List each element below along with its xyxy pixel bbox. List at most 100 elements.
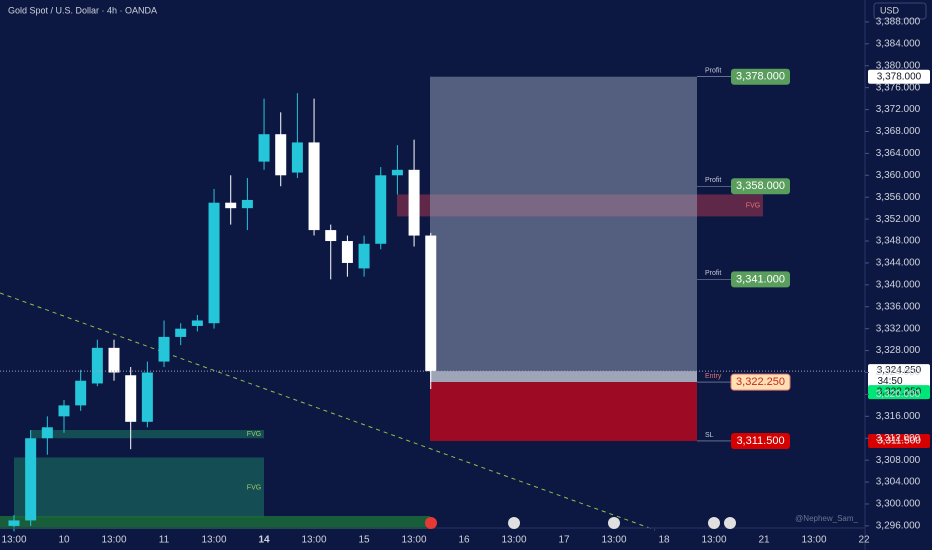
icon [724, 517, 736, 529]
x-tick-label: 13:00 [301, 535, 326, 546]
level-label: Entry [705, 373, 722, 380]
y-tick-label: 3,300.000 [876, 499, 921, 510]
watermark: @Nephew_Sam_ [795, 514, 858, 523]
y-tick-label: 3,296.000 [876, 521, 921, 532]
price-badge [868, 364, 930, 389]
x-tick-label: 21 [758, 535, 770, 546]
candle-body [125, 375, 137, 422]
y-tick-label: 3,376.000 [876, 82, 921, 93]
open-band [430, 371, 697, 383]
candle-body [291, 142, 303, 173]
y-tick-label: 3,316.000 [876, 411, 921, 422]
fvg-label: FVG [247, 431, 261, 438]
y-tick-label: 3,320.000 [876, 389, 921, 400]
event-icons [425, 517, 736, 529]
x-tick-label: 16 [458, 535, 470, 546]
y-tick-label: 3,352.000 [876, 214, 921, 225]
level-label: Profit [705, 177, 721, 184]
x-tick-label: 13:00 [401, 535, 426, 546]
price-badge-label: 3,324.250 [877, 365, 922, 376]
level-value: 3,311.500 [736, 435, 784, 447]
x-tick-label: 13:00 [701, 535, 726, 546]
candle-body [158, 336, 170, 362]
y-tick-label: 3,304.000 [876, 477, 921, 488]
candle-body [175, 328, 187, 337]
price-badge-label: 3,322.250 [877, 387, 922, 398]
y-tick-label: 3,340.000 [876, 280, 921, 291]
y-tick-label: 3,356.000 [876, 192, 921, 203]
candle-body [275, 134, 287, 176]
x-tick-label: 15 [358, 535, 370, 546]
candle-body [141, 372, 153, 422]
icon [708, 517, 720, 529]
x-tick-label: 13:00 [1, 535, 26, 546]
y-tick-label: 3,348.000 [876, 236, 921, 247]
candle-body [375, 175, 387, 244]
candle-body [325, 230, 337, 242]
price-badge [868, 433, 930, 448]
x-tick-label: 13:00 [501, 535, 526, 546]
x-tick-label: 13:00 [601, 535, 626, 546]
x-tick-label: 22 [858, 535, 870, 546]
y-tick-label: 3,344.000 [876, 258, 921, 269]
candle-body [225, 202, 237, 209]
fvg-zone [30, 430, 264, 439]
level-value: 3,358.000 [736, 180, 785, 192]
x-tick-label: 13:00 [201, 535, 226, 546]
level-value: 3,378.000 [736, 71, 785, 83]
price-badge-label: 3,311.500 [877, 436, 921, 447]
level-pill [731, 68, 790, 85]
candle-body [41, 427, 53, 439]
y-tick-label: 3,372.000 [876, 104, 921, 115]
x-tick-label: 17 [558, 535, 570, 546]
fvg-label: FVG [746, 202, 760, 209]
price-badge [868, 69, 930, 84]
y-tick-label: 3,332.000 [876, 323, 921, 334]
x-tick-label: 13:00 [801, 535, 826, 546]
candle-body [341, 241, 353, 263]
icon [425, 517, 437, 529]
currency-box [873, 2, 927, 20]
candle-body [91, 347, 103, 384]
level-label: SL [705, 432, 714, 439]
level-value: 3,341.000 [736, 273, 785, 285]
x-tick-label: 14 [258, 535, 270, 546]
zone-band [0, 516, 430, 529]
level-label: Profit [705, 68, 721, 75]
level-pill [730, 373, 791, 391]
candle-body [208, 202, 220, 324]
icon [608, 517, 620, 529]
x-tick-label: 11 [159, 535, 170, 546]
candle-body [408, 169, 420, 236]
x-tick-label: 18 [658, 535, 670, 546]
fvg-label: FVG [247, 484, 261, 491]
y-tick-label: 3,336.000 [876, 301, 921, 312]
y-tick-label: 3,312.000 [876, 433, 921, 444]
y-tick-label: 3,308.000 [876, 455, 921, 466]
candle-body [425, 235, 437, 372]
y-tick-label: 3,380.000 [876, 60, 921, 71]
candle-body [25, 438, 37, 521]
y-tick-label: 3,368.000 [876, 126, 921, 137]
candle-body [308, 142, 320, 231]
candle-body [191, 320, 203, 326]
level-pill [731, 271, 790, 288]
fvg-zone [14, 457, 264, 518]
y-tick-label: 3,360.000 [876, 170, 921, 181]
chart-title: Gold Spot / U.S. Dollar · 4h · OANDA [8, 5, 157, 15]
stop-zone [430, 382, 697, 441]
price-badge [868, 385, 930, 400]
candle-body [58, 405, 70, 417]
currency: USD [880, 5, 900, 15]
y-tick-label: 3,324.000 [876, 367, 921, 378]
candle-body [241, 199, 253, 209]
level-pill [731, 178, 790, 195]
countdown: 34:50 [877, 376, 902, 387]
y-tick-label: 3,328.000 [876, 345, 921, 356]
candle-body [75, 380, 87, 406]
y-tick-label: 3,384.000 [876, 38, 921, 49]
candle-body [391, 169, 403, 176]
level-label: Profit [705, 270, 721, 277]
candle-body [358, 243, 370, 269]
